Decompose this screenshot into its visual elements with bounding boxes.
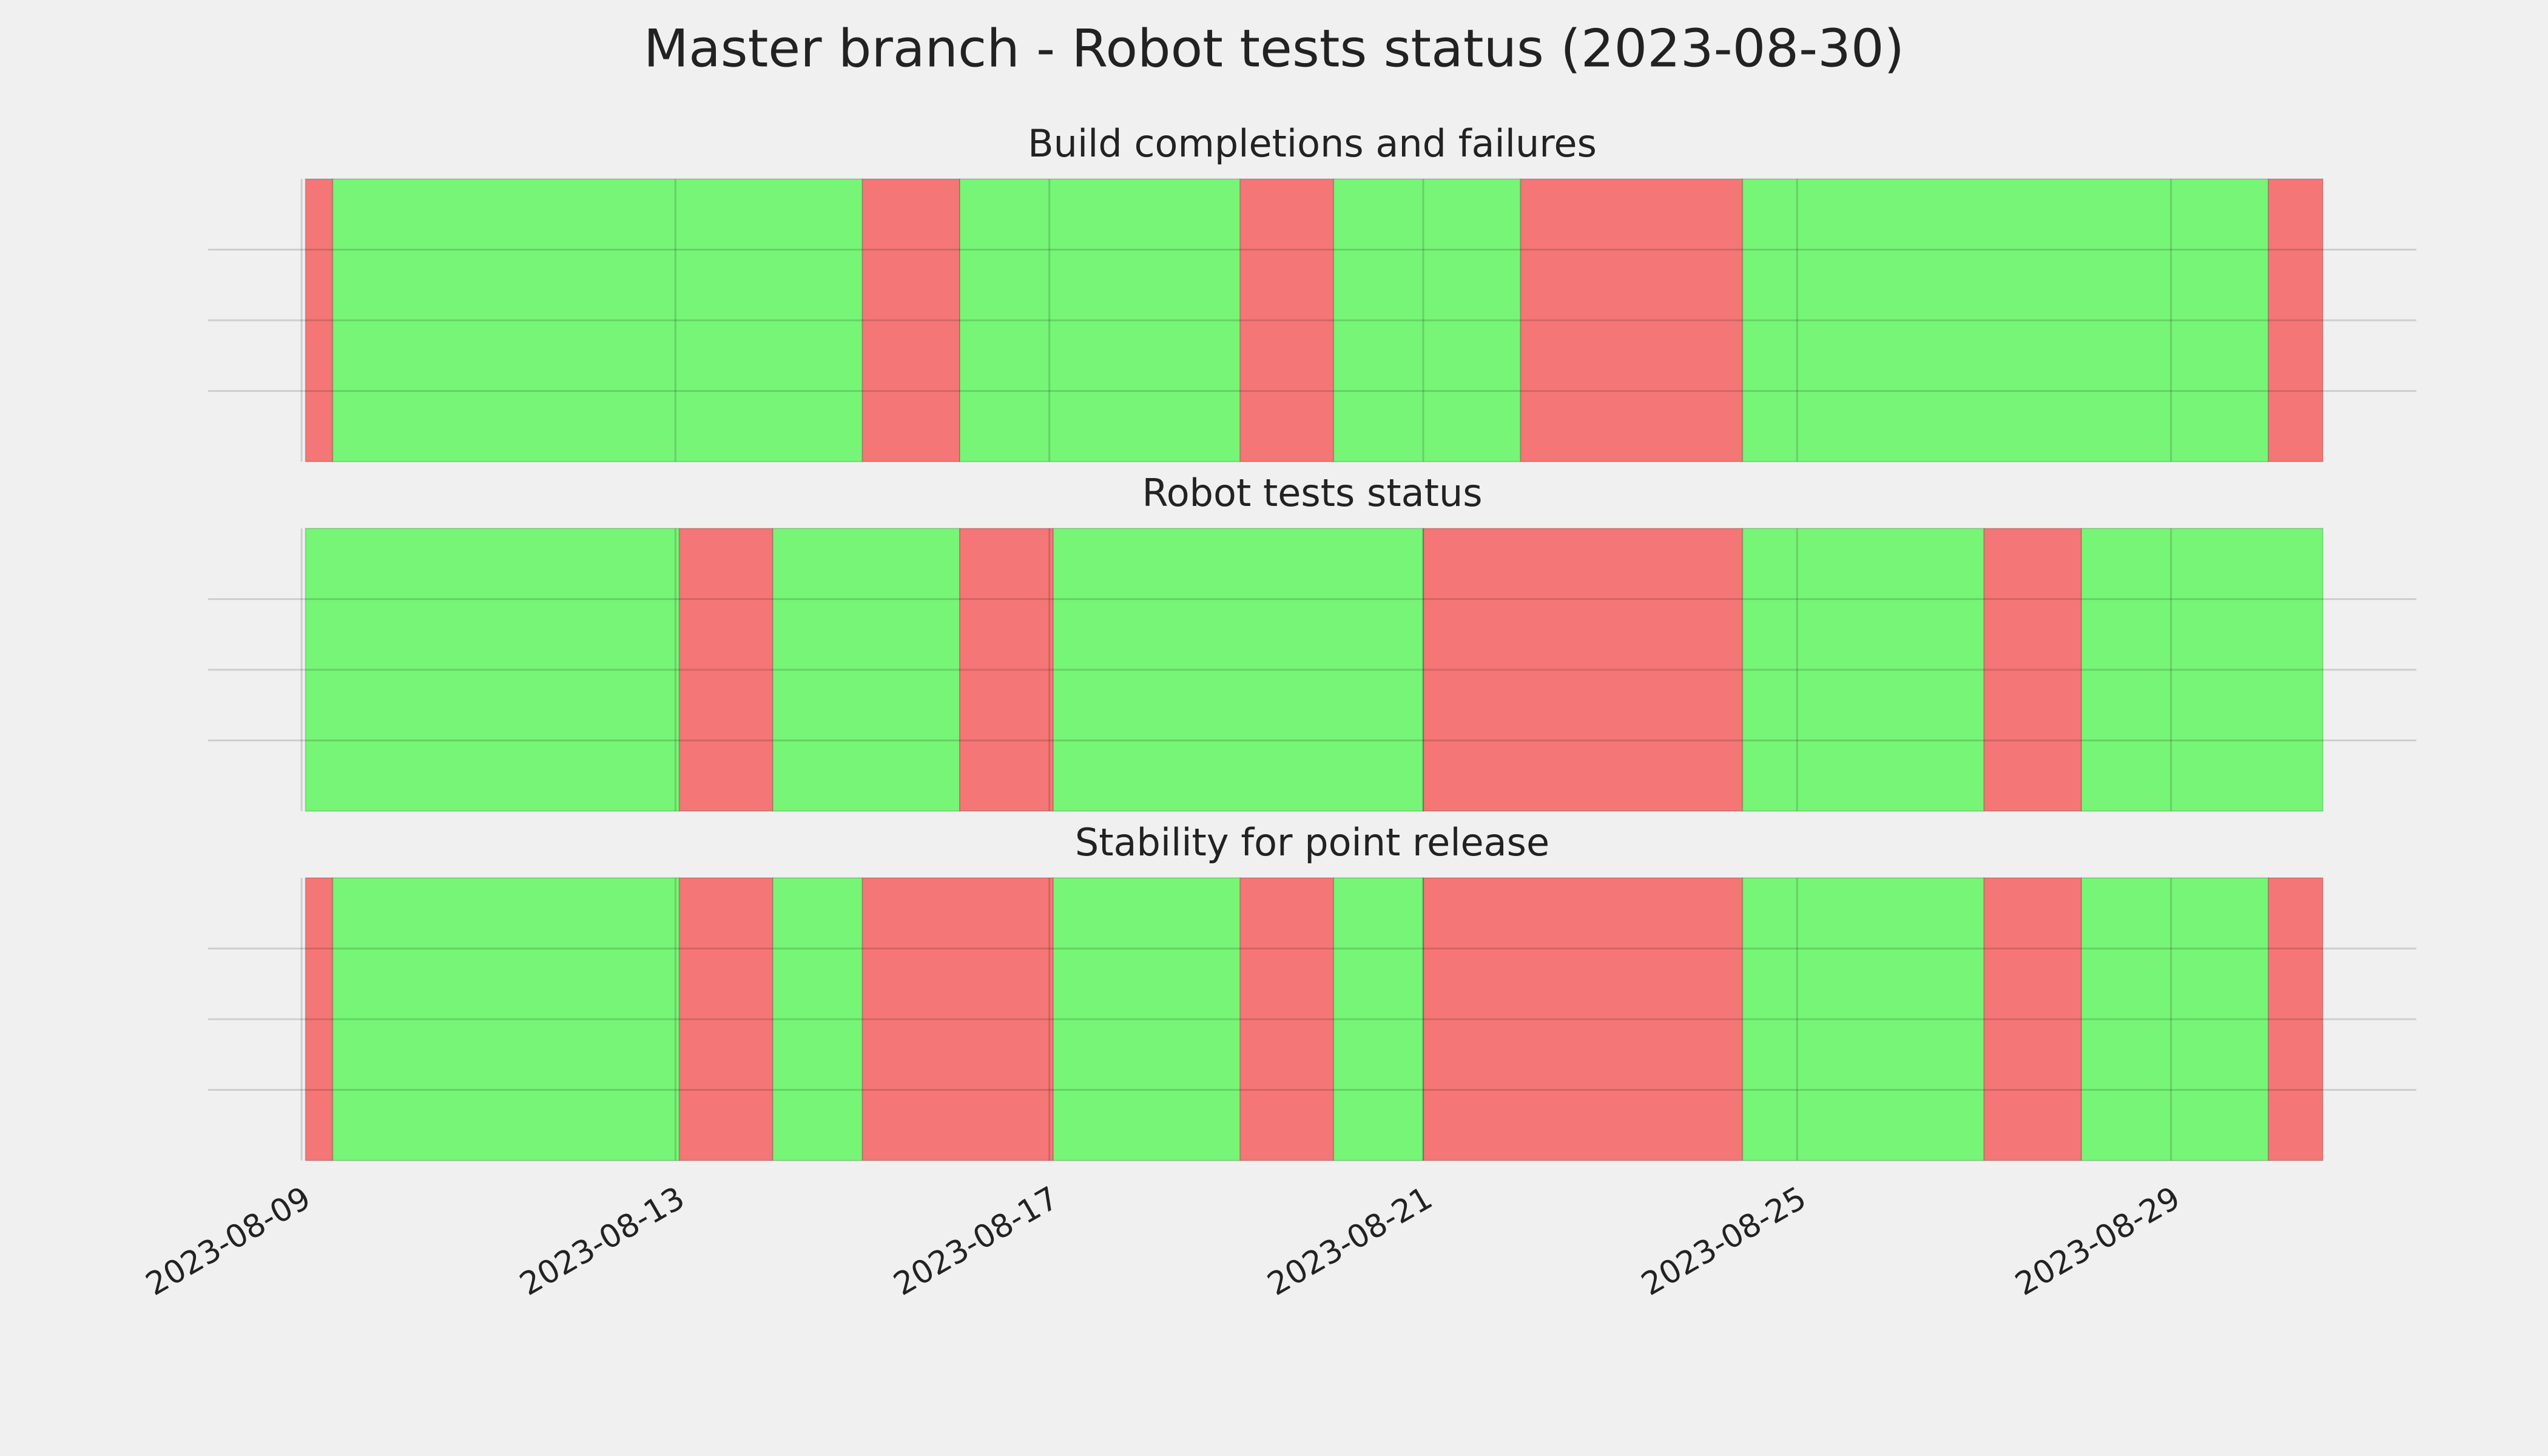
panel-title: Build completions and failures bbox=[1028, 121, 1597, 166]
status-span bbox=[1983, 528, 2082, 812]
status-span bbox=[959, 178, 1241, 462]
status-span bbox=[1742, 528, 1985, 812]
status-span bbox=[861, 877, 1054, 1161]
status-span bbox=[959, 528, 1054, 812]
status-span bbox=[1053, 528, 1424, 812]
status-span bbox=[1983, 877, 2082, 1161]
status-span bbox=[678, 877, 774, 1161]
status-span bbox=[678, 528, 774, 812]
status-span bbox=[1239, 178, 1335, 462]
status-span bbox=[2268, 178, 2324, 462]
status-span bbox=[1742, 178, 2270, 462]
status-span bbox=[305, 877, 334, 1161]
status-span bbox=[305, 178, 334, 462]
status-span bbox=[772, 877, 863, 1161]
status-span bbox=[1742, 877, 1985, 1161]
status-span bbox=[332, 877, 680, 1161]
status-span bbox=[1422, 877, 1744, 1161]
status-span bbox=[2080, 877, 2270, 1161]
status-span bbox=[1520, 178, 1744, 462]
status-span bbox=[2268, 877, 2324, 1161]
status-span bbox=[305, 528, 680, 812]
status-span bbox=[1333, 877, 1424, 1161]
panel-title: Stability for point release bbox=[1075, 820, 1549, 864]
figure-title: Master branch - Robot tests status (2023… bbox=[644, 18, 1904, 79]
status-span bbox=[861, 178, 961, 462]
panel-title: Robot tests status bbox=[1142, 471, 1482, 515]
status-span bbox=[1053, 877, 1241, 1161]
status-span bbox=[1422, 528, 1744, 812]
status-span bbox=[772, 528, 961, 812]
status-span bbox=[332, 178, 863, 462]
status-span bbox=[2080, 528, 2324, 812]
status-span bbox=[1333, 178, 1522, 462]
status-span bbox=[1239, 877, 1335, 1161]
